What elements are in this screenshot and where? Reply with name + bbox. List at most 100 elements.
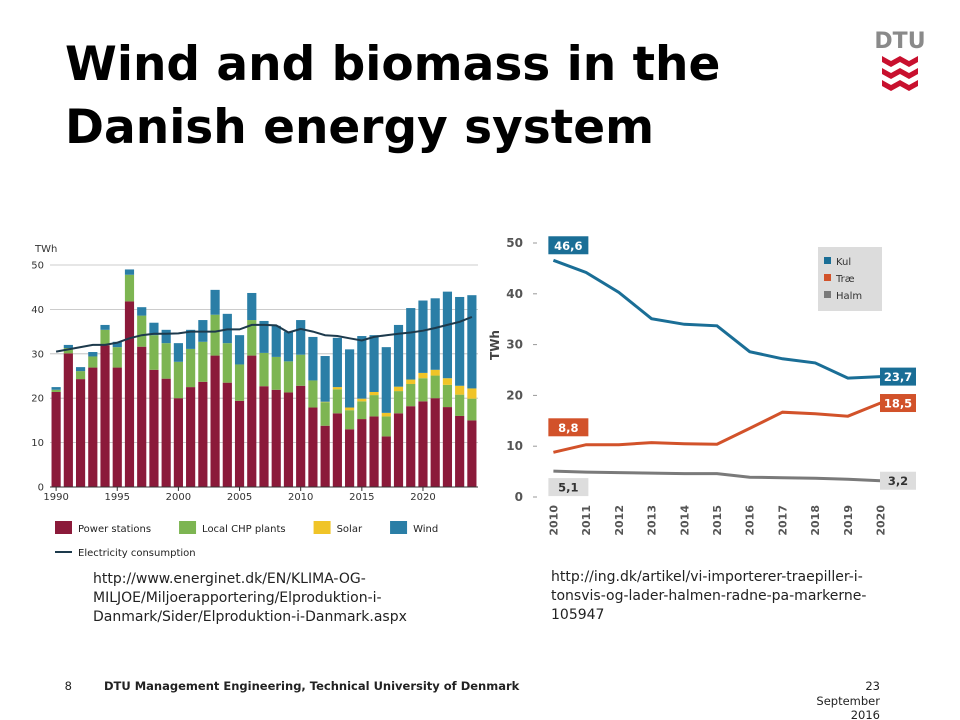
- y-tick-label: 40: [506, 287, 523, 301]
- bar-segment: [137, 315, 147, 347]
- bar-segment: [271, 389, 281, 487]
- bar-segment: [100, 329, 110, 346]
- bar-segment: [283, 361, 294, 393]
- legend-swatch: [824, 291, 831, 298]
- value-label: 46,6: [554, 239, 582, 253]
- value-label: 23,7: [884, 370, 912, 384]
- y-tick-label: 40: [31, 305, 44, 316]
- x-tick-label: 2014: [678, 505, 691, 536]
- source-link: tonsvis-og-lader-halmen-radne-pa-markern…: [551, 588, 866, 604]
- x-tick-label: 2017: [776, 505, 789, 536]
- bar-segment: [186, 329, 196, 349]
- bar-segment: [467, 295, 477, 389]
- x-tick-label: 2015: [711, 505, 724, 536]
- bar-segment: [467, 388, 477, 399]
- bar-segment: [100, 324, 110, 330]
- bar-segment: [247, 320, 257, 356]
- y-tick-label: 30: [31, 349, 44, 360]
- x-tick-label: 2016: [744, 505, 757, 536]
- bar-segment: [234, 335, 245, 365]
- bar-segment: [320, 425, 330, 487]
- bar-segment: [259, 352, 269, 387]
- bar-segment: [124, 301, 135, 487]
- footer-date: 2016: [851, 708, 880, 720]
- x-tick-label: 1990: [43, 492, 68, 503]
- source-link: http://www.energinet.dk/EN/KLIMA-OG-: [93, 571, 366, 587]
- series-line: [553, 469, 881, 483]
- value-label: 8,8: [558, 421, 578, 435]
- bar-segment: [271, 356, 281, 390]
- bar-segment: [308, 336, 318, 381]
- y-tick-label: 10: [506, 439, 523, 453]
- page-number: 8: [65, 679, 72, 693]
- x-tick-label: 1995: [105, 492, 130, 503]
- bar-segment: [332, 387, 342, 390]
- legend-label: Electricity consumption: [78, 548, 196, 559]
- series-line: [552, 258, 881, 380]
- value-label: 18,5: [884, 397, 912, 411]
- legend-label: Halm: [836, 291, 862, 302]
- slide-title: Danish energy system: [65, 100, 654, 155]
- bar-segment: [406, 379, 416, 384]
- logo-text: DTU: [874, 29, 925, 54]
- slide-title: Wind and biomass in the: [65, 37, 720, 92]
- bar-segment: [173, 343, 183, 362]
- x-tick-label: 2000: [166, 492, 191, 503]
- legend-label: Local CHP plants: [202, 524, 286, 535]
- footer-organisation: DTU Management Engineering, Technical Un…: [104, 679, 520, 693]
- bar-segment: [198, 341, 208, 382]
- x-tick-label: 2019: [842, 505, 855, 536]
- bar-segment: [283, 392, 294, 487]
- series-line: [553, 401, 882, 454]
- bar-segment: [430, 375, 440, 399]
- bar-segment: [75, 379, 86, 487]
- bar-segment: [112, 367, 122, 487]
- consumption-line: [55, 315, 473, 353]
- legend-label: Kul: [836, 257, 851, 268]
- bar-segment: [345, 429, 355, 487]
- value-label: 3,2: [888, 474, 908, 488]
- bar-segment: [75, 371, 86, 380]
- bar-segment: [124, 274, 135, 302]
- bar-segment: [430, 298, 440, 370]
- bar-segment: [455, 394, 465, 416]
- bar-segment: [88, 356, 98, 368]
- source-link: MILJOE/Miljoerapportering/Elproduktion-i…: [93, 590, 382, 606]
- bar-segment: [234, 400, 245, 487]
- bar-segment: [430, 398, 440, 487]
- value-label-box: [880, 367, 916, 386]
- logo: DTU: [874, 29, 926, 91]
- bar-segment: [442, 291, 453, 379]
- bar-segment: [173, 361, 183, 399]
- bar-segment: [393, 391, 404, 414]
- y-tick-label: 30: [506, 338, 523, 352]
- bar-segment: [259, 386, 269, 487]
- bar-segment: [320, 356, 330, 402]
- bar-segment: [430, 369, 440, 376]
- x-tick-label: 2010: [547, 505, 560, 536]
- bar-segment: [332, 337, 342, 388]
- bar-segment: [137, 346, 147, 487]
- bar-segment: [137, 307, 147, 316]
- bar-segment: [112, 341, 122, 348]
- bar-segment: [357, 398, 367, 402]
- bar-segment: [51, 391, 61, 487]
- bar-segment: [406, 383, 416, 407]
- bar-segment: [222, 382, 232, 487]
- legend-swatch: [824, 274, 831, 281]
- bar-segment: [271, 325, 281, 357]
- legend-swatch: [390, 521, 408, 534]
- legend-label: Wind: [413, 524, 438, 535]
- bar-segment: [88, 367, 98, 487]
- footer-date: 23: [865, 679, 880, 693]
- y-axis-label: TWh: [488, 330, 502, 360]
- bar-segment: [75, 367, 86, 372]
- bar-segment: [345, 349, 355, 408]
- y-tick-label: 50: [31, 261, 44, 272]
- bar-segment: [369, 335, 379, 392]
- bar-segment: [406, 308, 416, 380]
- bar-segment: [418, 300, 428, 373]
- bar-segment: [308, 407, 318, 487]
- bar-segment: [296, 385, 306, 487]
